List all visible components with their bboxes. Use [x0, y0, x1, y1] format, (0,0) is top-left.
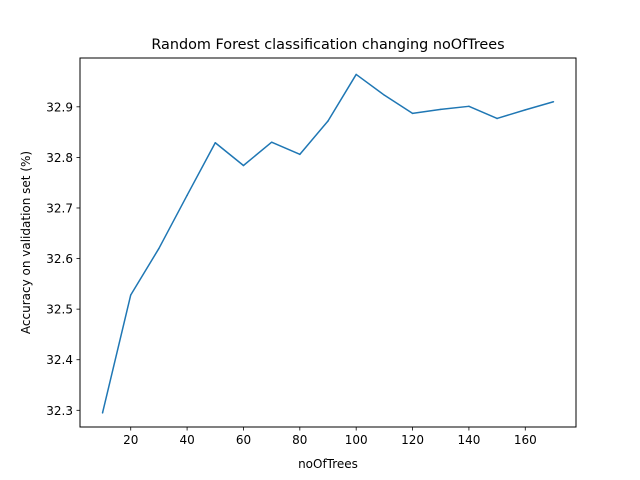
data-point [129, 294, 132, 296]
x-tick-label: 60 [236, 433, 251, 447]
data-point [552, 101, 555, 103]
x-tick-label: 20 [123, 433, 138, 447]
data-point [524, 109, 527, 111]
y-axis-label: Accuracy on validation set (%) [19, 151, 33, 334]
data-point [383, 94, 386, 96]
data-point [242, 164, 245, 167]
data-point [158, 247, 160, 250]
x-tick-label: 40 [179, 433, 194, 447]
plot-area [101, 73, 555, 414]
y-tick-label: 32.9 [46, 100, 73, 114]
data-point [468, 105, 470, 108]
data-point [186, 194, 188, 197]
y-tick-label: 32.7 [46, 201, 73, 215]
data-point [439, 108, 442, 111]
axes-frame [79, 57, 577, 428]
y-tick-label: 32.8 [46, 151, 73, 165]
x-axis-label: noOfTrees [298, 457, 358, 471]
y-tick-label: 32.4 [46, 353, 73, 367]
data-point [270, 141, 273, 143]
data-point [214, 141, 217, 144]
data-point [411, 112, 414, 115]
x-tick-label: 140 [457, 433, 480, 447]
data-point [327, 120, 329, 122]
x-axis: 20 40 60 80 100 120 140 160 [123, 427, 537, 447]
series-line [101, 73, 554, 414]
data-point [355, 73, 357, 76]
x-tick-label: 100 [345, 433, 368, 447]
x-tick-label: 120 [401, 433, 424, 447]
data-point [496, 117, 498, 120]
y-tick-label: 32.3 [46, 404, 73, 418]
y-tick-label: 32.5 [46, 303, 73, 317]
y-axis: 32.3 32.4 32.5 32.6 32.7 32.8 32.9 [46, 100, 80, 418]
x-tick-label: 80 [292, 433, 307, 447]
y-tick-label: 32.6 [46, 252, 73, 266]
data-point [101, 412, 104, 414]
chart-title: Random Forest classification changing no… [151, 37, 504, 53]
x-tick-label: 160 [514, 433, 537, 447]
data-point [299, 153, 301, 156]
